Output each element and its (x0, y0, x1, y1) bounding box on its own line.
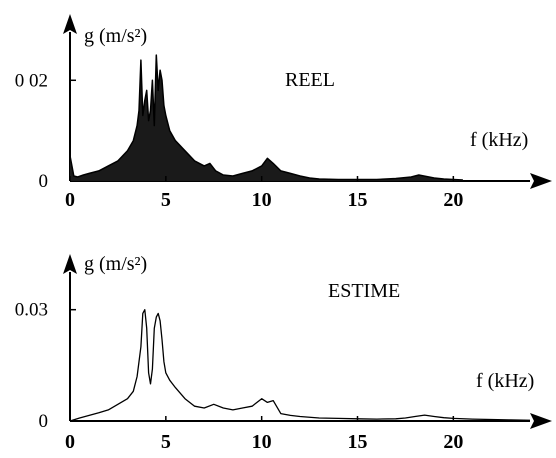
reel-series-layer (69, 54, 463, 181)
chart-reel: 0 5 10 15 20 0 0 02 REEL g (m/s²) f (kHz) (15, 14, 552, 211)
x-tick-label: 10 (252, 431, 272, 453)
chart-title: ESTIME (328, 280, 400, 302)
y-axis-arrow (63, 254, 77, 274)
chart-title: REEL (285, 69, 335, 91)
y-axis-label: g (m/s²) (84, 25, 147, 47)
x-tick-label: 15 (348, 189, 368, 211)
y-tick-label: 0.03 (15, 300, 48, 321)
x-tick-label: 5 (161, 189, 171, 211)
y-axis-label: g (m/s²) (84, 253, 147, 275)
series-0-line (69, 54, 463, 181)
y-tick-label: 0 02 (15, 70, 48, 91)
reel-ticks-layer: 0 5 10 15 20 0 0 02 (15, 70, 464, 211)
y-axis-arrow (63, 14, 77, 34)
x-axis-arrow (530, 413, 552, 429)
y-tick-label: 0 (39, 411, 49, 432)
x-tick-label: 15 (348, 431, 368, 453)
series-0-line (69, 309, 531, 422)
x-tick-label: 20 (443, 189, 463, 211)
chart-estime: 0 5 10 15 20 0 0.03 ESTIME g (m/s²) f (kHz) (15, 253, 552, 453)
x-tick-label: 0 (65, 431, 75, 453)
x-tick-label: 0 (65, 189, 75, 211)
x-axis-label: f (kHz) (476, 370, 534, 392)
x-tick-label: 5 (161, 431, 171, 453)
x-tick-label: 10 (252, 189, 272, 211)
estime-series-layer (69, 309, 531, 422)
series-0-area (70, 55, 463, 181)
estime-ticks-layer: 0 5 10 15 20 0 0.03 (15, 300, 464, 453)
y-tick-label: 0 (39, 171, 49, 192)
x-axis-label: f (kHz) (470, 129, 528, 151)
x-tick-label: 20 (443, 431, 463, 453)
x-axis-arrow (530, 173, 552, 189)
